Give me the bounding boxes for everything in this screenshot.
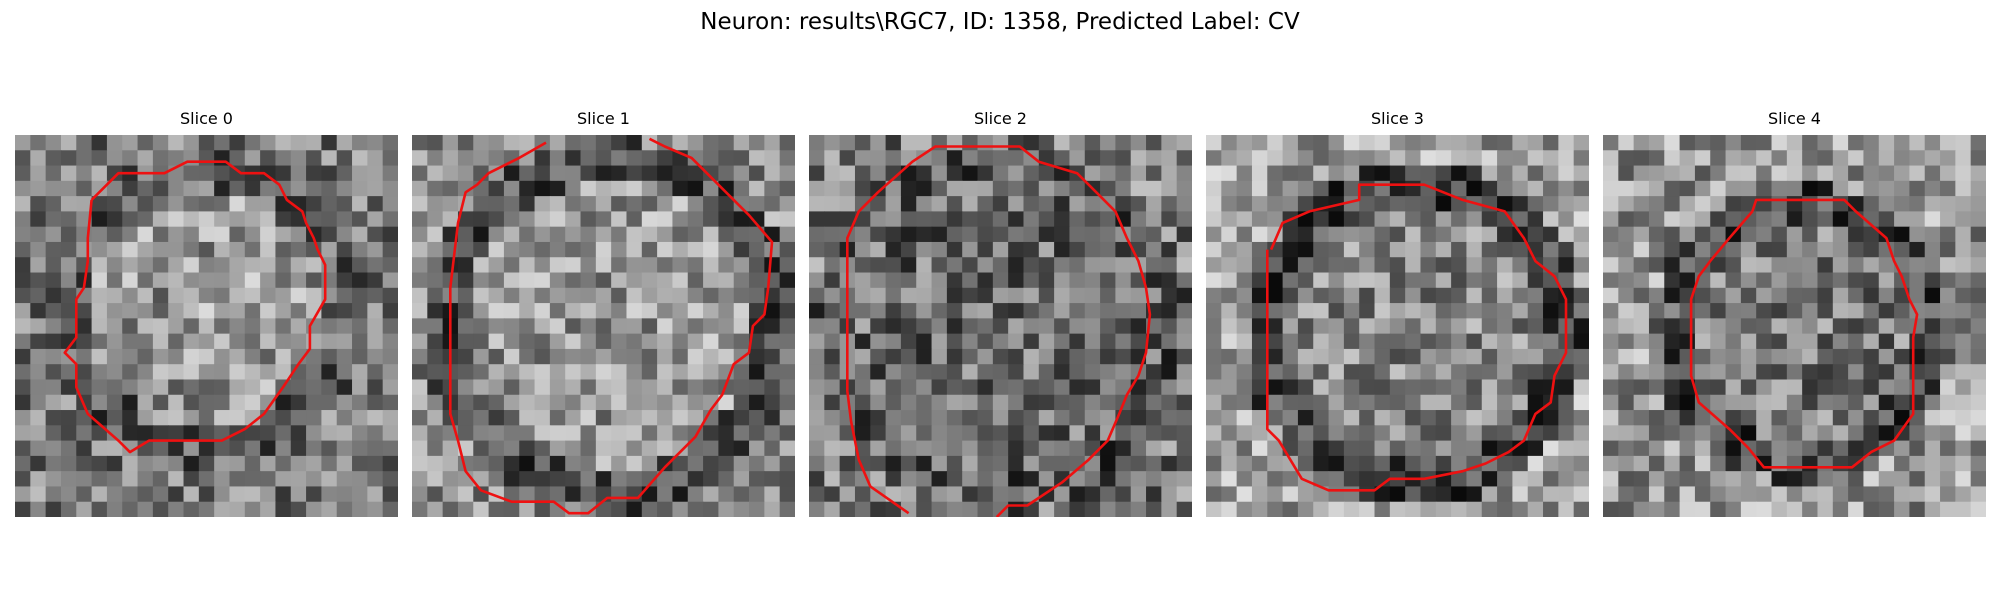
slice-title: Slice 3 — [1371, 109, 1424, 128]
slice-title: Slice 1 — [577, 109, 630, 128]
slice-image — [1206, 135, 1589, 517]
cell-contour — [63, 160, 327, 454]
slice-image — [15, 135, 398, 517]
cell-contour — [845, 145, 1152, 517]
cell-contour — [1689, 198, 1919, 469]
cell-contour — [448, 137, 774, 515]
slice-image — [809, 135, 1192, 517]
slice-title: Slice 4 — [1768, 109, 1821, 128]
slice-image — [412, 135, 795, 517]
pixel-grid — [1603, 135, 1986, 517]
slice-title: Slice 2 — [974, 109, 1027, 128]
slice-title: Slice 0 — [180, 109, 233, 128]
pixel-grid — [809, 135, 1192, 517]
cell-contour — [1265, 183, 1568, 492]
slice-image — [1603, 135, 1986, 517]
pixel-grid — [1206, 135, 1589, 517]
pixel-grid — [412, 135, 795, 517]
pixel-grid — [15, 135, 398, 517]
figure-title: Neuron: results\RGC7, ID: 1358, Predicte… — [700, 9, 1300, 35]
